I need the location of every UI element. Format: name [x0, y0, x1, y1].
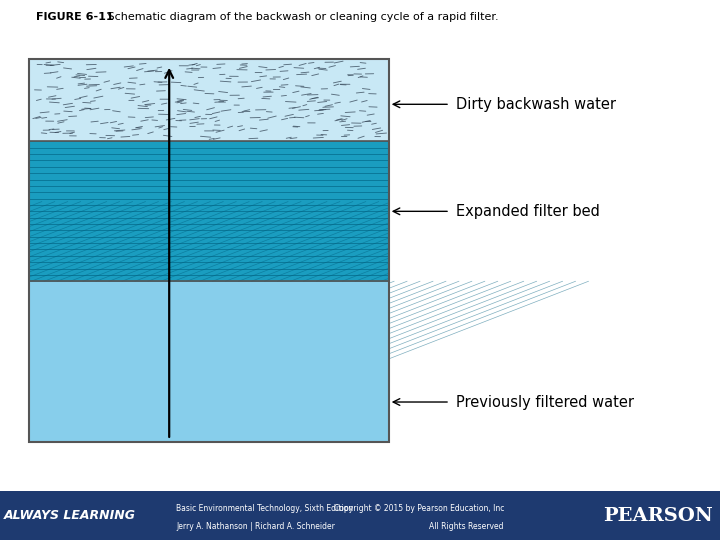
Bar [29, 141, 389, 281]
Text: Expanded filter bed: Expanded filter bed [456, 204, 600, 219]
Text: ALWAYS LEARNING: ALWAYS LEARNING [4, 509, 135, 522]
Bar [29, 59, 389, 442]
Text: Dirty backwash water: Dirty backwash water [456, 97, 616, 112]
Text: PEARSON: PEARSON [603, 507, 713, 525]
Text: Jerry A. Nathanson | Richard A. Schneider: Jerry A. Nathanson | Richard A. Schneide… [176, 522, 336, 531]
Text: All Rights Reserved: All Rights Reserved [430, 522, 504, 531]
Bar [29, 281, 389, 442]
Bar [29, 59, 389, 141]
Text: FIGURE 6-11: FIGURE 6-11 [36, 12, 114, 22]
Text: Basic Environmental Technology, Sixth Edition: Basic Environmental Technology, Sixth Ed… [176, 504, 354, 513]
Text: Schematic diagram of the backwash or cleaning cycle of a rapid filter.: Schematic diagram of the backwash or cle… [97, 12, 499, 22]
Text: Copyright © 2015 by Pearson Education, Inc: Copyright © 2015 by Pearson Education, I… [333, 504, 504, 513]
Text: Previously filtered water: Previously filtered water [456, 395, 634, 409]
